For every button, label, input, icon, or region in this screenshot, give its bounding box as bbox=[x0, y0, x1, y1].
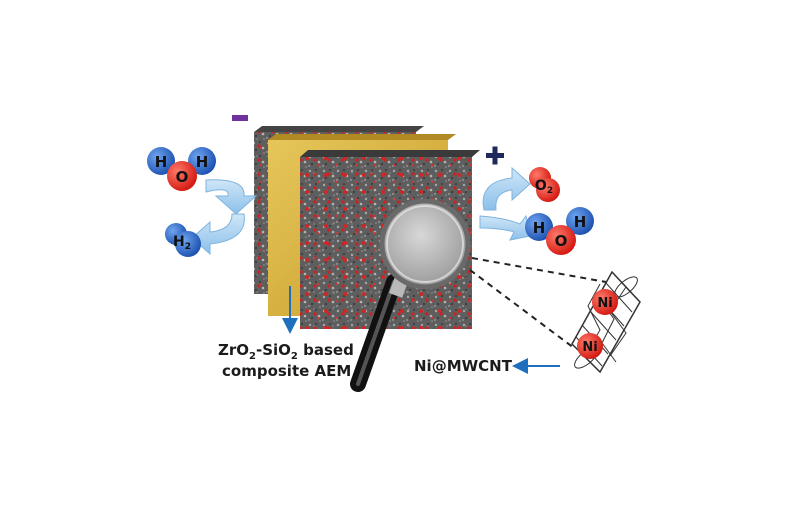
negative-sign bbox=[232, 115, 248, 121]
magnifying-glass-icon bbox=[350, 198, 471, 392]
svg-text:O2: O2 bbox=[535, 178, 553, 196]
anode-reaction-arrow bbox=[482, 166, 531, 211]
water-right-o: O bbox=[555, 232, 568, 250]
cathode-reaction-arrow bbox=[205, 179, 258, 215]
svg-text:H2: H2 bbox=[173, 234, 191, 252]
membrane-label-line2: composite AEM bbox=[222, 362, 352, 380]
water-molecule-right: H H O bbox=[525, 207, 594, 255]
membrane-label-line1: ZrO2-SiO2 based bbox=[218, 341, 354, 362]
oxygen-molecule: O2 bbox=[529, 167, 560, 202]
carbon-nanotube bbox=[571, 270, 641, 374]
catalyst-label: Ni@MWCNT bbox=[414, 357, 512, 375]
nickel-label-1: Ni bbox=[597, 296, 612, 311]
hydrogen-molecule: H2 bbox=[165, 223, 201, 257]
water-right-h1: H bbox=[533, 219, 546, 237]
zoom-guide-lines bbox=[469, 257, 607, 349]
water-left-o: O bbox=[176, 168, 189, 186]
hydrogen-subscript: 2 bbox=[185, 242, 191, 252]
water-right-h2: H bbox=[574, 213, 587, 231]
oxygen-subscript: 2 bbox=[547, 186, 553, 196]
cathode-reaction-arrow-lower bbox=[191, 213, 245, 256]
water-molecule-left: H H O bbox=[147, 147, 216, 191]
water-left-h1: H bbox=[155, 153, 168, 171]
oxygen-symbol: O bbox=[535, 178, 547, 194]
positive-sign bbox=[486, 146, 504, 165]
hydrogen-symbol: H bbox=[173, 234, 185, 250]
nickel-label-2: Ni bbox=[582, 340, 597, 355]
anode-reaction-arrow-lower bbox=[479, 214, 531, 241]
nickel-particle: Ni bbox=[577, 333, 603, 359]
water-left-h2: H bbox=[196, 153, 209, 171]
nickel-particle: Ni bbox=[592, 289, 618, 315]
